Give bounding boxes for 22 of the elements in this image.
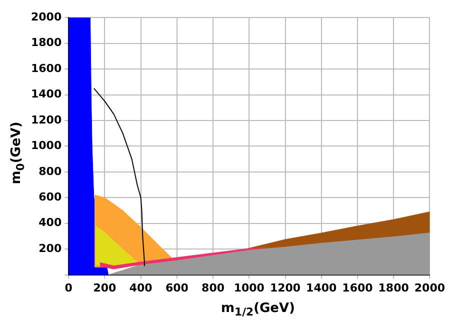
x-tick-label: 2000	[414, 281, 446, 294]
y-tick-label: 1000	[30, 139, 62, 152]
y-tick-label: 400	[38, 216, 62, 230]
y-tick-label: 1600	[30, 62, 62, 75]
x-tick-label: 0	[64, 281, 73, 294]
x-tick-label: 1400	[306, 281, 338, 294]
x-axis-title: m$_{1/2}$(GeV)	[220, 301, 296, 319]
y-tick-label: 600	[38, 190, 62, 204]
x-tick-label: 800	[202, 281, 225, 294]
y-tick-label: 800	[38, 164, 62, 178]
x-tick-label: 1000	[234, 281, 265, 294]
x-tick-label: 1200	[270, 281, 301, 294]
y-tick-label: 1200	[30, 113, 62, 126]
x-tick-label: 600	[165, 281, 189, 294]
x-tick-label: 400	[129, 281, 153, 294]
x-tick-label: 1600	[342, 281, 374, 294]
y-tick-label: 1800	[30, 36, 62, 50]
y-tick-label: 2000	[30, 10, 62, 24]
y-tick-label: 200	[38, 242, 62, 255]
y-tick-label: 1400	[30, 88, 62, 101]
x-tick-label: 200	[93, 281, 117, 294]
x-tick-label: 1800	[378, 281, 410, 294]
